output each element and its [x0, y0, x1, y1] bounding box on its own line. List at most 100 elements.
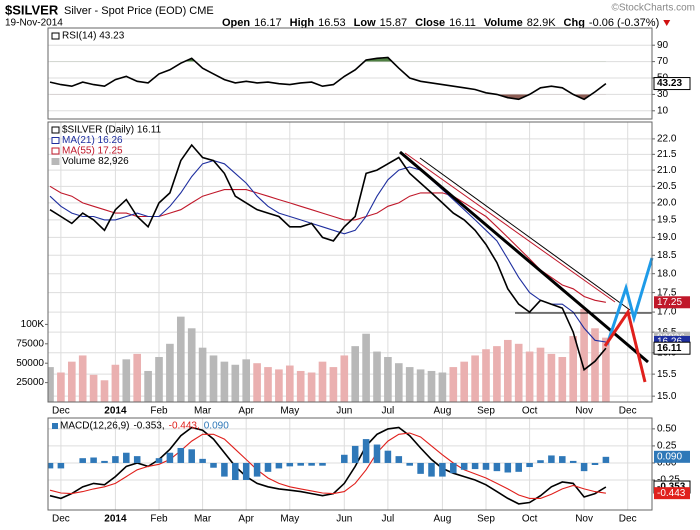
y-tick-label: 15.0: [657, 391, 677, 402]
panel: [48, 44, 652, 112]
volume-bar: [373, 351, 381, 402]
volume-bar: [48, 367, 54, 402]
histogram-bar: [188, 449, 195, 463]
quote-label: Low: [354, 17, 376, 29]
quote-value: 16.11: [449, 17, 476, 29]
volume-bar: [482, 349, 490, 402]
y2-tick-label: 75000: [16, 338, 44, 349]
x-tick-label: Jul: [382, 514, 395, 525]
volume-bar: [569, 336, 578, 402]
legend-entry: -0.443,: [169, 421, 200, 432]
y-tick-label: 90: [657, 40, 669, 51]
projection: [605, 257, 654, 346]
y2-tick-label: 100K: [21, 319, 45, 330]
volume-bar: [525, 351, 534, 402]
volume-bar: [89, 374, 98, 402]
volume-bar: [427, 370, 436, 402]
volume-bar: [57, 372, 65, 402]
quote-value: 15.87: [380, 17, 408, 29]
y-tick-label: 18.5: [657, 250, 677, 261]
legend-entry: Volume 82,926: [62, 156, 129, 167]
histogram-bar: [275, 462, 283, 469]
histogram-bar: [395, 456, 403, 463]
quote-label: High: [290, 17, 315, 29]
quote-value: 16.17: [254, 17, 282, 29]
volume-bar: [144, 370, 152, 402]
volume-bar: [198, 347, 207, 402]
value-box-label: 17.25: [657, 297, 682, 308]
legend-swatch: [51, 137, 60, 144]
x-tick-label: Dec: [52, 406, 70, 417]
histogram-bar: [482, 462, 490, 470]
histogram-bar: [515, 462, 522, 472]
histogram-bar: [57, 462, 65, 469]
y-tick-label: 21.5: [657, 149, 677, 160]
y-tick-label: 70: [657, 56, 669, 67]
description: Silver - Spot Price (EOD) CME: [64, 5, 214, 17]
volume-bar: [111, 364, 120, 402]
histogram-bar: [384, 450, 392, 463]
x-tick-label: Feb: [150, 514, 168, 525]
histogram-bar: [112, 456, 119, 463]
histogram-bar: [90, 457, 97, 463]
y-tick-label: 17.0: [657, 307, 677, 318]
volume-bar: [67, 361, 76, 402]
histogram-bar: [286, 462, 294, 467]
x-tick-label: Mar: [194, 514, 212, 525]
volume-bar: [416, 369, 425, 402]
x-tick-label: Apr: [238, 406, 254, 417]
quote-label: Chg: [564, 17, 585, 29]
histogram-bar: [602, 456, 610, 463]
x-tick-label: 2014: [104, 514, 127, 525]
legend-swatch: [52, 423, 58, 429]
trend-line: [419, 157, 631, 311]
down-arrow: [663, 20, 671, 26]
x-tick-label: Dec: [619, 406, 637, 417]
histogram-bar: [351, 445, 359, 463]
volume-bar: [176, 316, 185, 402]
quote-label: Volume: [484, 17, 523, 29]
value-box: [654, 487, 690, 500]
volume-bar: [362, 333, 370, 402]
trend-line: [404, 152, 616, 303]
histogram-bar: [580, 462, 588, 472]
quote-label: Close: [415, 17, 445, 29]
histogram-bar: [493, 462, 501, 472]
rsi-fill: [184, 57, 393, 62]
y-tick-label: 22.0: [657, 134, 677, 145]
legend-title: MACD(12,26,9): [60, 421, 129, 432]
volume-bar: [405, 367, 414, 402]
series-line: [49, 160, 606, 343]
volume-bar: [122, 359, 131, 402]
volume-bar: [449, 367, 458, 402]
histogram-bar: [48, 462, 54, 469]
histogram-bar: [308, 462, 315, 466]
histogram-bar: [155, 458, 163, 463]
x-tick-label: Dec: [619, 514, 637, 525]
volume-bar: [514, 343, 523, 402]
y-tick-label: 19.5: [657, 215, 677, 226]
value-box: [653, 77, 691, 91]
volume-bar: [133, 353, 142, 402]
panel: [48, 418, 652, 510]
y2-tick-label: 50000: [16, 358, 44, 369]
histogram-bar: [471, 462, 479, 470]
quote-value: 16.53: [318, 17, 346, 29]
symbol: $SILVER: [5, 2, 59, 17]
volume-bar: [329, 367, 338, 402]
legend-swatch: [51, 158, 60, 165]
histogram-bar: [526, 462, 533, 468]
volume-bar: [580, 308, 588, 402]
y-tick-label: -0.25: [657, 475, 680, 486]
panel: [48, 122, 652, 402]
volume-bar: [340, 355, 349, 402]
y-tick-label: 18.0: [657, 268, 677, 279]
volume-bar: [493, 346, 501, 402]
y-tick-label: 30: [657, 89, 669, 100]
volume-bar: [166, 343, 174, 402]
series-line: [49, 426, 607, 505]
x-tick-label: May: [280, 514, 299, 525]
legend-entry: $SILVER (Daily) 16.11: [62, 125, 162, 136]
x-tick-label: Apr: [238, 514, 254, 525]
histogram-bar: [242, 462, 250, 480]
